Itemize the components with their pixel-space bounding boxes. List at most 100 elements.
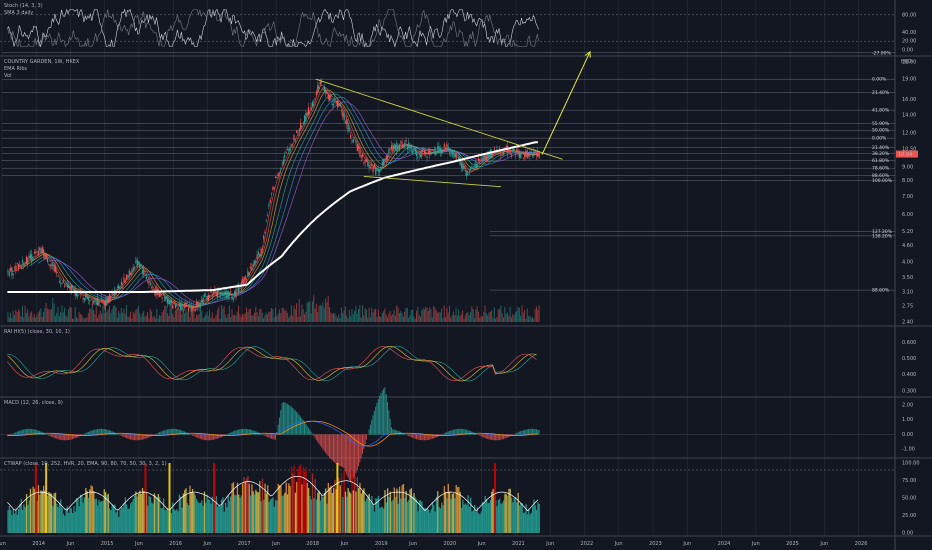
ctwap-bar <box>322 497 324 533</box>
ctwap-bar <box>153 493 156 533</box>
ctwap-bar <box>11 515 13 533</box>
macd-pane[interactable]: 2.001.000.00-1.00 <box>0 387 915 482</box>
volume-bar <box>311 301 313 322</box>
candle-body <box>203 294 206 297</box>
ctwap-bar <box>352 490 355 533</box>
fib-level-label: 88.60% <box>872 173 890 179</box>
volume-bar <box>480 315 482 322</box>
volume-bar <box>53 303 55 322</box>
candle-body <box>197 301 199 308</box>
volume-bar <box>274 307 276 322</box>
ctwap-bar <box>381 506 384 533</box>
volume-bar <box>143 311 145 322</box>
ctwap-bar <box>489 499 492 533</box>
candle-body <box>72 285 74 288</box>
volume-bar <box>456 315 458 322</box>
candle-body <box>101 298 103 300</box>
volume-bar <box>417 306 419 322</box>
volume-bar <box>336 317 338 322</box>
ctwap-tick-label: 100.00 <box>902 461 920 467</box>
volume-bar <box>83 318 85 322</box>
volume-bar <box>405 307 407 322</box>
macd-histogram-bar <box>452 429 454 435</box>
macd-histogram-bar <box>314 434 316 438</box>
candle-body <box>231 296 233 300</box>
volume-bar <box>193 306 195 322</box>
candle-body <box>28 255 30 259</box>
volume-bar <box>209 309 211 322</box>
macd-histogram-bar <box>321 434 323 448</box>
volume-bar <box>252 315 254 322</box>
macd-histogram-bar <box>423 434 425 441</box>
ctwap-bar <box>218 505 220 533</box>
candle-body <box>325 89 327 94</box>
macd-histogram-bar <box>355 434 357 474</box>
candle-body <box>412 150 414 154</box>
ctwap-bar <box>39 494 41 533</box>
candle-body <box>10 268 12 272</box>
candle-body <box>106 297 108 306</box>
candle-body <box>388 148 390 154</box>
macd-histogram-bar <box>524 429 526 435</box>
volume-bar <box>340 307 342 322</box>
ctwap-bar <box>98 499 100 533</box>
candle-body <box>264 231 266 234</box>
macd-histogram-bar <box>390 427 392 435</box>
macd-histogram-bar <box>81 434 83 436</box>
macd-histogram-bar <box>223 434 225 436</box>
volume-bar <box>302 309 304 322</box>
macd-histogram-bar <box>477 434 479 436</box>
volume-bar <box>369 317 371 322</box>
macd-histogram-bar <box>127 434 129 439</box>
volume-bar <box>342 313 344 322</box>
volume-bar <box>249 308 251 322</box>
volume-bar <box>44 307 46 322</box>
ctwap-bar <box>19 503 21 533</box>
volume-bar <box>260 308 262 322</box>
candle-body <box>112 294 115 296</box>
volume-bar <box>206 311 208 322</box>
ctwap-bar <box>94 499 96 533</box>
candle-body <box>526 150 528 158</box>
candle-body <box>364 160 366 163</box>
ctwap-bar <box>58 502 61 533</box>
candle-body <box>234 290 236 297</box>
ctwap-bar <box>369 501 372 533</box>
macd-histogram-bar <box>35 429 37 435</box>
time-axis[interactable]: Jun2014Jun2015Jun2016Jun2017Jun2018Jun20… <box>0 541 867 547</box>
candle-body <box>111 292 113 295</box>
macd-histogram-bar <box>379 395 381 435</box>
ctwap-bar <box>106 494 108 533</box>
ctwap-bar <box>392 499 394 533</box>
macd-histogram-bar <box>361 434 363 454</box>
ctwap-bar <box>441 502 443 533</box>
price-tick-label: 3.10 <box>902 289 913 295</box>
macd-histogram-bar <box>422 434 424 441</box>
macd-histogram-bar <box>156 433 158 435</box>
ctwap-bar <box>122 507 124 533</box>
volume-bar <box>166 313 168 322</box>
ctwap-bar <box>186 503 188 533</box>
ctwap-bar <box>151 502 153 533</box>
ctwap-bar <box>529 514 531 533</box>
volume-bar <box>191 306 193 322</box>
price-axis[interactable]: 22.0019.0016.0014.0012.0010.509.008.007.… <box>896 60 918 326</box>
macd-histogram-bar <box>164 430 166 435</box>
ctwap-bar <box>330 485 332 533</box>
candle-body <box>87 297 90 301</box>
volume-bar <box>147 311 149 322</box>
ctwap-bar <box>474 505 476 533</box>
candle-body <box>133 267 136 269</box>
price-pane[interactable]: -27.00%0.00%21.40%41.80%55.90%50.00%0.00… <box>2 50 895 322</box>
macd-histogram-bar <box>451 430 453 435</box>
volume-bar <box>23 317 25 322</box>
candle-body <box>306 112 308 116</box>
ctwap-bar <box>111 504 113 533</box>
candle-body <box>172 305 174 309</box>
macd-histogram-bar <box>274 434 276 440</box>
volume-bar <box>438 312 440 322</box>
